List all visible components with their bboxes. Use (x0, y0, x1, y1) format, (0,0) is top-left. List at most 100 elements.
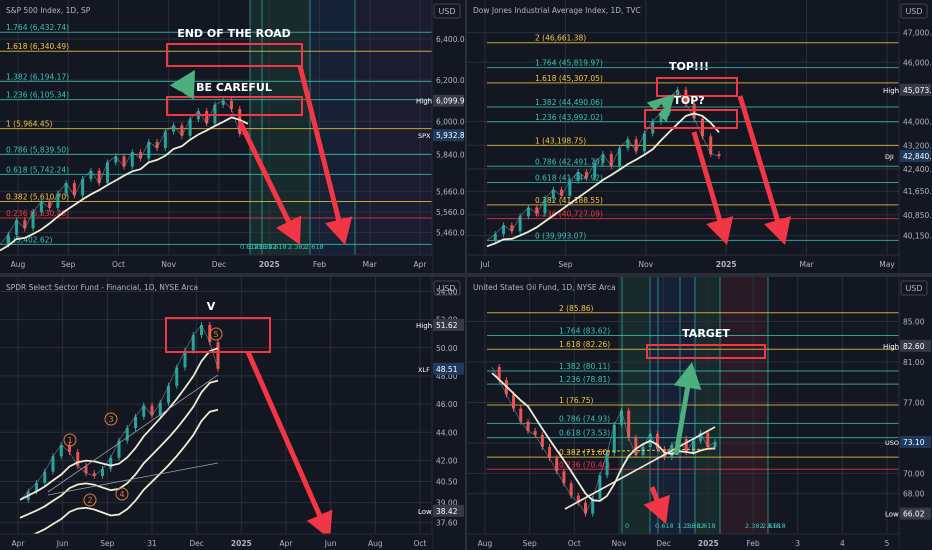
chart-panel-xlf: V1234554.0052.0050.0048.0046.0044.0042.0… (0, 277, 465, 550)
elliott-wave-circle (115, 487, 129, 501)
forecast-arrow-up (169, 70, 195, 100)
price-candle (172, 125, 176, 132)
fib-level-label: 0.786 (5,839.50) (6, 145, 69, 154)
time-tick-label: 2025 (698, 539, 719, 548)
fib-level-label: 0.236 (5,530.48) (6, 209, 69, 218)
time-fib-label: 1.382 (258, 243, 277, 251)
price-candle (238, 108, 242, 134)
price-tick-label: 54.00 (436, 287, 458, 296)
price-candle (147, 141, 151, 159)
time-fib-label: 2.382 (745, 522, 764, 530)
time-tick-label: Feb (313, 260, 327, 269)
symbol-tag: SPX (418, 132, 431, 140)
time-fib-label: 2.382 (288, 243, 307, 251)
price-candle (526, 421, 530, 431)
price-candle (699, 432, 703, 441)
chart-title: United States Oil Fund, 1D, NYSE Arca (473, 283, 616, 292)
price-candle (92, 473, 96, 476)
time-band-0 (250, 0, 310, 255)
price-tick-label: 70.00 (903, 469, 925, 478)
time-tick-label: Mar (800, 260, 815, 269)
price-candle (76, 451, 80, 467)
elliott-wave-circle (104, 412, 118, 426)
forecast-arrow-down (237, 120, 302, 245)
price-tick-label: 40,150.00 (903, 232, 932, 241)
price-candle (609, 154, 613, 167)
price-candle (576, 171, 580, 181)
time-tick-label: 2025 (231, 539, 252, 548)
fib-level-label: 0.618 (73.53) (559, 429, 610, 438)
price-tick-label: 42.00 (436, 456, 458, 465)
currency-box (900, 3, 928, 19)
price-axis (899, 0, 932, 273)
time-tick-label: Nov (161, 260, 176, 269)
price-candle (89, 170, 93, 179)
fib-level-label: 0.618 (5,742.24) (6, 165, 69, 174)
price-candle (551, 189, 555, 199)
price-line (19, 324, 219, 501)
fib-level-label: 1.382 (80.11) (559, 362, 610, 371)
chart-panel-dji: 2 (46,661.38) 1.764 (45,819.97) 1.618 (45,… (467, 0, 932, 273)
last-price-tag (900, 149, 931, 162)
low-value-tag (433, 504, 464, 517)
price-tick-label: 47,000.00 (903, 29, 932, 38)
price-candle (692, 103, 696, 119)
price-candle (39, 201, 43, 212)
forecast-arrow-down (691, 131, 734, 245)
time-axis (467, 255, 899, 273)
trend-channel-line (47, 462, 219, 496)
chart-title: SPDR Select Sector Fund - Financial, 1D,… (6, 283, 198, 292)
time-fib-label: 1.618 (268, 243, 287, 251)
annotation-label: TOP!!! (669, 60, 709, 73)
time-axis (467, 534, 899, 550)
moving-average-line (19, 408, 219, 541)
horizontal-divider[interactable] (0, 273, 932, 277)
currency-label: USD (905, 7, 922, 16)
price-axis (899, 277, 932, 550)
price-candle (15, 220, 19, 235)
symbol-tag: DJI (885, 153, 894, 161)
price-candle (35, 482, 38, 492)
last-price-tag (433, 362, 464, 375)
price-tick-label: 46.00 (436, 400, 458, 409)
price-candle (642, 133, 646, 152)
low-label: Low (885, 511, 899, 519)
time-tick-label: 5 (885, 539, 890, 548)
high-value-tag (433, 94, 464, 107)
high-label: High (883, 87, 899, 95)
price-tick-label: 40.50 (436, 478, 458, 487)
price-candle (101, 468, 104, 476)
price-candle (560, 189, 564, 196)
moving-average-line (19, 347, 219, 501)
forecast-arrow-up (646, 94, 675, 123)
price-candle (540, 434, 544, 448)
price-candle (97, 170, 101, 184)
price-tick-label: 37.60 (436, 518, 458, 527)
dji-chart: 2 (46,661.38) 1.764 (45,819.97) 1.618 (45,… (467, 0, 932, 273)
price-candle (627, 410, 631, 438)
elliott-wave-circle (63, 433, 77, 447)
price-line (0, 100, 249, 245)
elliott-wave-label: 4 (119, 490, 124, 499)
forecast-arrow-down (643, 486, 670, 524)
annotation-box (166, 43, 303, 67)
price-candle (51, 456, 55, 472)
currency-label: USD (905, 284, 922, 293)
trend-channel-line (47, 374, 219, 493)
fib-level-label: 1.618 (45,307.05) (535, 74, 603, 83)
annotation-label: TARGET (682, 327, 730, 340)
price-candle (68, 444, 71, 452)
price-candle (150, 405, 154, 416)
time-fib-label: 1.236 (677, 522, 696, 530)
time-tick-label: 31 (147, 539, 157, 548)
price-tick-label: 81.00 (903, 358, 925, 367)
moving-average-line (0, 116, 249, 252)
price-candle (548, 447, 552, 459)
price-tick-label: 46,000.00 (903, 58, 932, 67)
time-fib-label: 1.382 (686, 522, 705, 530)
time-fib-label: 0 (625, 522, 629, 530)
high-value-tag (900, 83, 931, 96)
price-line (486, 89, 720, 241)
price-tick-label: 5,660.00 (436, 187, 465, 196)
price-candle (518, 216, 522, 232)
